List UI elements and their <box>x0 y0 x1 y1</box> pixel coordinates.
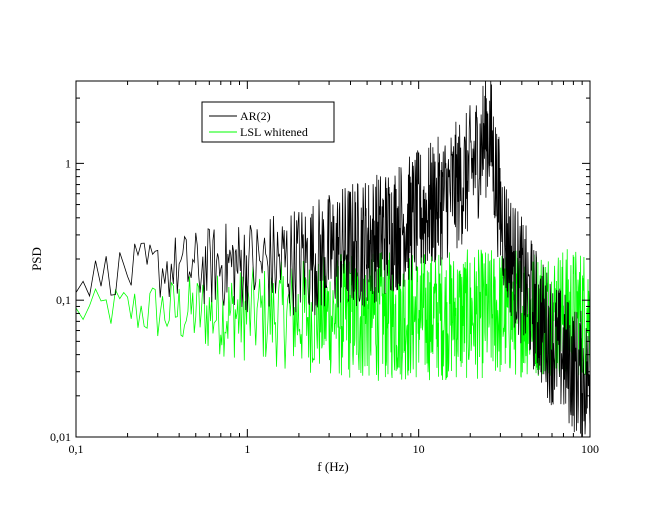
legend-label-ar2: AR(2) <box>240 109 271 123</box>
series-line-ar2 <box>76 81 590 437</box>
x-tick-label: 0,1 <box>69 442 84 456</box>
x-axis-label: f (Hz) <box>317 459 348 474</box>
y-tick-label: 0,01 <box>50 430 71 444</box>
legend-box <box>201 101 335 143</box>
plot-area <box>76 81 590 437</box>
y-axis-label: PSD <box>29 247 44 271</box>
series-layer <box>76 81 590 437</box>
x-tick-label: 100 <box>581 442 599 456</box>
x-tick-label: 1 <box>244 442 250 456</box>
legend-label-lsl-whitened: LSL whitened <box>240 125 308 139</box>
legend: AR(2) LSL whitened <box>201 101 335 143</box>
x-tick-label: 10 <box>413 442 425 456</box>
y-tick-label: 0,1 <box>56 293 71 307</box>
y-axis: 0,01 0,1 1 <box>50 80 590 444</box>
x-axis: 0,1 1 10 100 <box>69 81 599 456</box>
y-tick-label: 1 <box>65 156 71 170</box>
